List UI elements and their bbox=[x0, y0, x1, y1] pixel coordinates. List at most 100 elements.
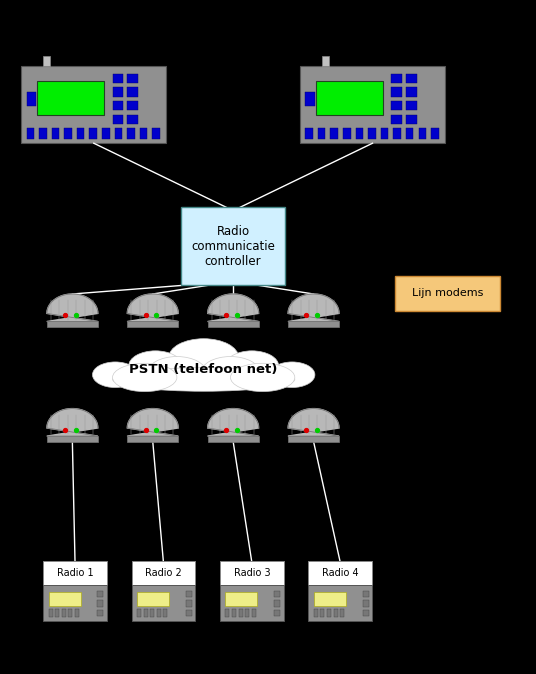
Polygon shape bbox=[128, 294, 178, 321]
FancyBboxPatch shape bbox=[185, 590, 192, 597]
Polygon shape bbox=[288, 294, 339, 321]
FancyBboxPatch shape bbox=[322, 56, 329, 66]
FancyBboxPatch shape bbox=[406, 115, 416, 124]
FancyBboxPatch shape bbox=[127, 128, 135, 139]
FancyBboxPatch shape bbox=[232, 609, 236, 617]
Polygon shape bbox=[208, 294, 258, 321]
FancyBboxPatch shape bbox=[393, 128, 401, 139]
Ellipse shape bbox=[169, 338, 239, 376]
FancyBboxPatch shape bbox=[97, 600, 103, 607]
FancyBboxPatch shape bbox=[288, 321, 339, 328]
FancyBboxPatch shape bbox=[26, 92, 36, 106]
FancyBboxPatch shape bbox=[245, 609, 249, 617]
Ellipse shape bbox=[92, 362, 138, 388]
FancyBboxPatch shape bbox=[97, 609, 103, 616]
FancyBboxPatch shape bbox=[185, 600, 192, 607]
FancyBboxPatch shape bbox=[368, 128, 376, 139]
FancyBboxPatch shape bbox=[102, 128, 109, 139]
FancyBboxPatch shape bbox=[327, 609, 331, 617]
FancyBboxPatch shape bbox=[127, 115, 138, 124]
FancyBboxPatch shape bbox=[288, 436, 339, 442]
Ellipse shape bbox=[129, 350, 182, 381]
FancyBboxPatch shape bbox=[391, 115, 402, 124]
FancyBboxPatch shape bbox=[132, 561, 195, 585]
Ellipse shape bbox=[270, 362, 315, 388]
Text: Radio 1: Radio 1 bbox=[57, 568, 93, 578]
FancyBboxPatch shape bbox=[406, 101, 416, 111]
Text: Radio 2: Radio 2 bbox=[145, 568, 182, 578]
FancyBboxPatch shape bbox=[321, 609, 324, 617]
Ellipse shape bbox=[225, 350, 279, 381]
FancyBboxPatch shape bbox=[343, 128, 351, 139]
FancyBboxPatch shape bbox=[309, 585, 372, 621]
FancyBboxPatch shape bbox=[362, 609, 369, 616]
FancyBboxPatch shape bbox=[64, 128, 72, 139]
Polygon shape bbox=[47, 294, 98, 321]
FancyBboxPatch shape bbox=[140, 128, 147, 139]
FancyBboxPatch shape bbox=[127, 101, 138, 111]
Ellipse shape bbox=[201, 357, 260, 389]
FancyBboxPatch shape bbox=[314, 592, 346, 606]
FancyBboxPatch shape bbox=[381, 128, 388, 139]
FancyBboxPatch shape bbox=[391, 88, 402, 96]
Text: PSTN (telefoon net): PSTN (telefoon net) bbox=[130, 363, 278, 376]
FancyBboxPatch shape bbox=[340, 609, 344, 617]
Text: Lijn modems: Lijn modems bbox=[412, 288, 483, 298]
FancyBboxPatch shape bbox=[274, 609, 280, 616]
FancyBboxPatch shape bbox=[226, 592, 257, 606]
FancyBboxPatch shape bbox=[152, 128, 160, 139]
FancyBboxPatch shape bbox=[314, 609, 318, 617]
FancyBboxPatch shape bbox=[97, 590, 103, 597]
FancyBboxPatch shape bbox=[355, 128, 363, 139]
FancyBboxPatch shape bbox=[62, 609, 66, 617]
FancyBboxPatch shape bbox=[113, 88, 123, 96]
FancyBboxPatch shape bbox=[300, 66, 445, 144]
FancyBboxPatch shape bbox=[208, 321, 258, 328]
FancyBboxPatch shape bbox=[21, 66, 166, 144]
FancyBboxPatch shape bbox=[406, 88, 416, 96]
Text: Radio 4: Radio 4 bbox=[322, 568, 359, 578]
Ellipse shape bbox=[230, 363, 295, 392]
FancyBboxPatch shape bbox=[132, 585, 195, 621]
FancyBboxPatch shape bbox=[75, 609, 79, 617]
FancyBboxPatch shape bbox=[51, 128, 59, 139]
FancyBboxPatch shape bbox=[239, 609, 243, 617]
FancyBboxPatch shape bbox=[406, 74, 416, 83]
Polygon shape bbox=[128, 408, 178, 436]
FancyBboxPatch shape bbox=[43, 56, 50, 66]
FancyBboxPatch shape bbox=[128, 321, 178, 328]
FancyBboxPatch shape bbox=[362, 590, 369, 597]
FancyBboxPatch shape bbox=[185, 609, 192, 616]
Polygon shape bbox=[47, 408, 98, 436]
FancyBboxPatch shape bbox=[157, 609, 161, 617]
FancyBboxPatch shape bbox=[26, 128, 34, 139]
FancyBboxPatch shape bbox=[90, 128, 97, 139]
FancyBboxPatch shape bbox=[49, 592, 80, 606]
FancyBboxPatch shape bbox=[274, 600, 280, 607]
FancyBboxPatch shape bbox=[115, 128, 122, 139]
Ellipse shape bbox=[113, 363, 177, 392]
Ellipse shape bbox=[113, 367, 295, 391]
FancyBboxPatch shape bbox=[47, 436, 98, 442]
FancyBboxPatch shape bbox=[391, 74, 402, 83]
FancyBboxPatch shape bbox=[274, 590, 280, 597]
FancyBboxPatch shape bbox=[150, 609, 154, 617]
Ellipse shape bbox=[147, 357, 206, 389]
FancyBboxPatch shape bbox=[419, 128, 426, 139]
FancyBboxPatch shape bbox=[127, 74, 138, 83]
FancyBboxPatch shape bbox=[39, 128, 47, 139]
FancyBboxPatch shape bbox=[318, 128, 325, 139]
FancyBboxPatch shape bbox=[305, 92, 315, 106]
FancyBboxPatch shape bbox=[431, 128, 438, 139]
FancyBboxPatch shape bbox=[113, 74, 123, 83]
FancyBboxPatch shape bbox=[330, 128, 338, 139]
FancyBboxPatch shape bbox=[144, 609, 147, 617]
FancyBboxPatch shape bbox=[220, 585, 284, 621]
FancyBboxPatch shape bbox=[181, 208, 285, 284]
FancyBboxPatch shape bbox=[43, 585, 107, 621]
FancyBboxPatch shape bbox=[252, 609, 256, 617]
FancyBboxPatch shape bbox=[305, 128, 312, 139]
FancyBboxPatch shape bbox=[43, 561, 107, 585]
FancyBboxPatch shape bbox=[38, 81, 104, 115]
FancyBboxPatch shape bbox=[163, 609, 167, 617]
